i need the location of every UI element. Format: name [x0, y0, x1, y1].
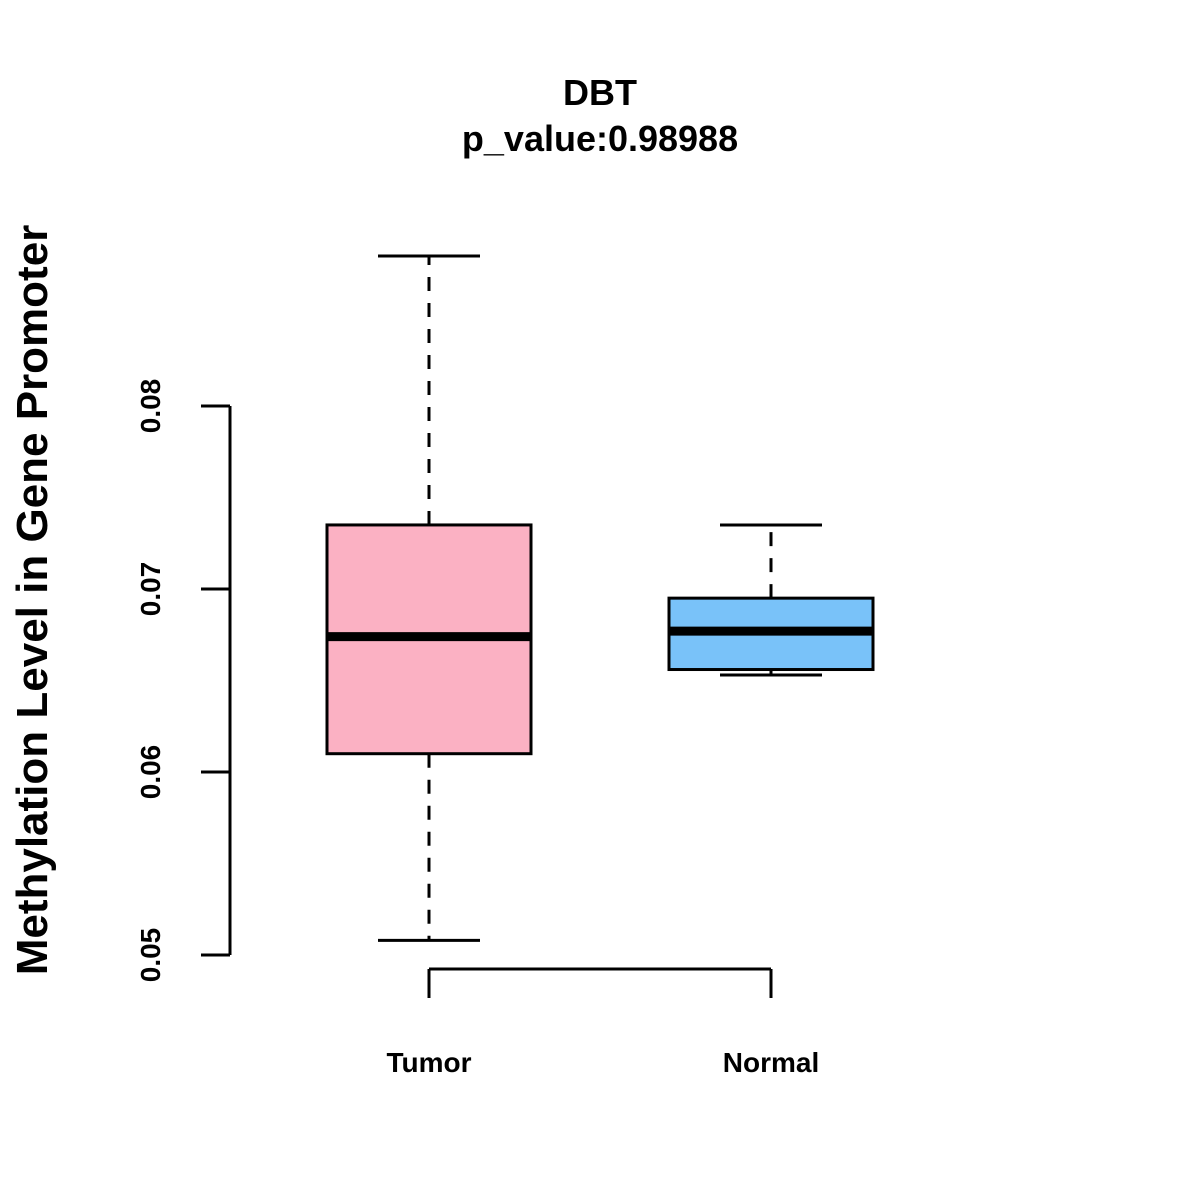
boxes	[325, 254, 875, 942]
box-normal	[667, 523, 875, 677]
box-tumor	[325, 254, 533, 942]
y-tick-label: 0.06	[135, 745, 166, 800]
y-tick-label: 0.08	[135, 379, 166, 434]
y-axis: 0.05 0.06 0.07 0.08	[135, 379, 232, 983]
x-tick-label: Tumor	[386, 1047, 471, 1078]
chart-subtitle: p_value:0.98988	[462, 118, 738, 159]
y-tick-label: 0.05	[135, 928, 166, 983]
y-tick-label: 0.07	[135, 562, 166, 617]
x-axis: Tumor Normal	[386, 967, 819, 1078]
y-axis-label: Methylation Level in Gene Promoter	[8, 225, 57, 976]
chart-title: DBT	[563, 72, 637, 113]
x-tick-label: Normal	[723, 1047, 819, 1078]
